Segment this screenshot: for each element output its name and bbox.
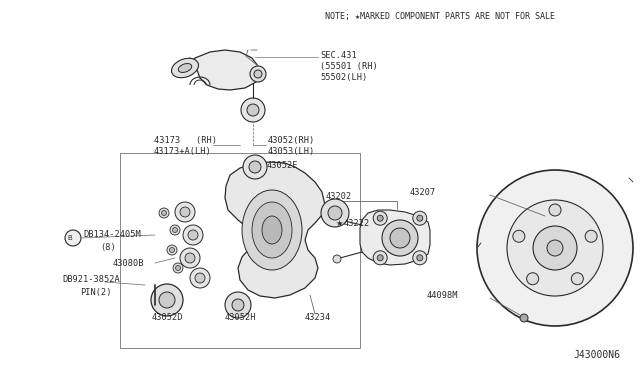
Bar xyxy=(120,153,360,348)
Circle shape xyxy=(247,104,259,116)
Circle shape xyxy=(175,266,180,270)
Circle shape xyxy=(533,226,577,270)
Circle shape xyxy=(373,251,387,265)
Circle shape xyxy=(390,228,410,248)
Text: SEC.431: SEC.431 xyxy=(320,51,356,60)
Circle shape xyxy=(520,314,528,322)
Text: DB921-3852A: DB921-3852A xyxy=(62,276,120,285)
Text: 55502(LH): 55502(LH) xyxy=(320,73,367,81)
Circle shape xyxy=(243,155,267,179)
Text: B: B xyxy=(68,235,72,241)
Circle shape xyxy=(167,245,177,255)
Ellipse shape xyxy=(242,190,302,270)
Text: 43202: 43202 xyxy=(326,192,352,201)
Circle shape xyxy=(513,230,525,242)
Text: PIN(2): PIN(2) xyxy=(80,288,111,296)
Circle shape xyxy=(232,299,244,311)
Circle shape xyxy=(170,225,180,235)
Circle shape xyxy=(225,292,251,318)
Text: 43234: 43234 xyxy=(305,314,332,323)
Text: (55501 (RH): (55501 (RH) xyxy=(320,61,378,71)
Circle shape xyxy=(413,251,427,265)
Text: 44098M: 44098M xyxy=(427,292,458,301)
Text: DB134-2405M: DB134-2405M xyxy=(83,230,141,238)
Circle shape xyxy=(159,208,169,218)
Ellipse shape xyxy=(252,202,292,258)
Circle shape xyxy=(151,284,183,316)
Text: 43080B: 43080B xyxy=(113,259,145,267)
Circle shape xyxy=(180,207,190,217)
Polygon shape xyxy=(183,50,260,90)
Text: 43052D: 43052D xyxy=(152,314,184,323)
Circle shape xyxy=(250,66,266,82)
Circle shape xyxy=(527,273,539,285)
Circle shape xyxy=(572,273,583,285)
Circle shape xyxy=(161,211,166,215)
Text: 43207: 43207 xyxy=(410,187,436,196)
Text: 43173   (RH): 43173 (RH) xyxy=(154,135,217,144)
Circle shape xyxy=(180,248,200,268)
Circle shape xyxy=(175,202,195,222)
Polygon shape xyxy=(360,210,430,265)
Circle shape xyxy=(507,200,603,296)
Circle shape xyxy=(477,170,633,326)
Ellipse shape xyxy=(262,216,282,244)
Circle shape xyxy=(333,215,341,223)
Circle shape xyxy=(377,215,383,221)
Text: 43222: 43222 xyxy=(344,218,371,228)
Text: J43000N6: J43000N6 xyxy=(573,350,620,360)
Circle shape xyxy=(417,215,423,221)
Circle shape xyxy=(183,225,203,245)
Text: 43052H: 43052H xyxy=(225,314,257,323)
Circle shape xyxy=(173,263,183,273)
Circle shape xyxy=(254,70,262,78)
Circle shape xyxy=(373,211,387,225)
Circle shape xyxy=(333,255,341,263)
Circle shape xyxy=(413,211,427,225)
Polygon shape xyxy=(225,162,325,298)
Text: NOTE; ★MARKED COMPONENT PARTS ARE NOT FOR SALE: NOTE; ★MARKED COMPONENT PARTS ARE NOT FO… xyxy=(325,12,555,21)
Circle shape xyxy=(321,199,349,227)
Circle shape xyxy=(328,206,342,220)
Text: 43173+A(LH): 43173+A(LH) xyxy=(154,147,212,155)
Circle shape xyxy=(249,161,261,173)
Text: ★: ★ xyxy=(335,218,342,228)
Text: 43052E: 43052E xyxy=(267,160,298,170)
Circle shape xyxy=(241,98,265,122)
Circle shape xyxy=(382,220,418,256)
Circle shape xyxy=(195,273,205,283)
Circle shape xyxy=(549,204,561,216)
Circle shape xyxy=(417,255,423,261)
Ellipse shape xyxy=(172,58,198,78)
Circle shape xyxy=(585,230,597,242)
Circle shape xyxy=(159,292,175,308)
Text: 43053(LH): 43053(LH) xyxy=(268,147,316,155)
Circle shape xyxy=(185,253,195,263)
Text: (8): (8) xyxy=(100,243,116,251)
Circle shape xyxy=(65,230,81,246)
Circle shape xyxy=(190,268,210,288)
Ellipse shape xyxy=(179,64,192,73)
Circle shape xyxy=(173,228,177,232)
Circle shape xyxy=(377,255,383,261)
Circle shape xyxy=(170,247,175,253)
Circle shape xyxy=(547,240,563,256)
Circle shape xyxy=(188,230,198,240)
Text: 43052(RH): 43052(RH) xyxy=(268,135,316,144)
